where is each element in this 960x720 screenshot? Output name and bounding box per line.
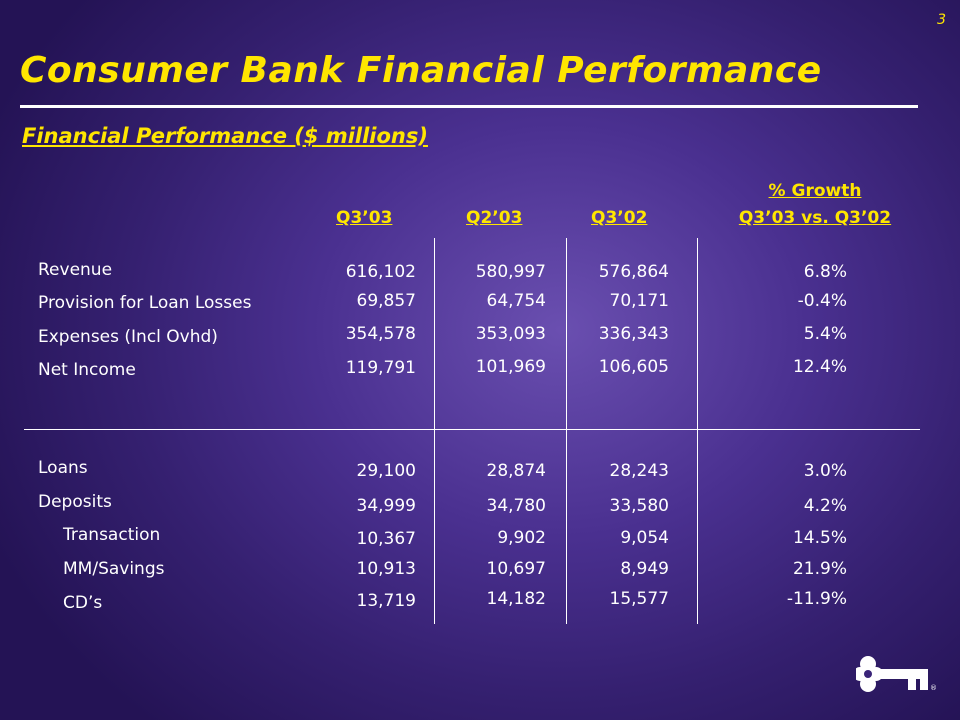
- column-divider: [434, 238, 435, 624]
- cell-growth: 4.2%: [803, 496, 847, 516]
- cell-q2-03: 580,997: [475, 262, 546, 282]
- table-row: CD’s 13,719 14,182 15,577 -11.9%: [0, 589, 960, 615]
- cell-q3-02: 33,580: [609, 496, 669, 516]
- cell-growth: 12.4%: [792, 357, 847, 377]
- column-header-q3-03: Q3’03: [336, 208, 393, 228]
- cell-q2-03: 34,780: [486, 496, 546, 516]
- column-header-q3-02: Q3’02: [591, 208, 648, 228]
- cell-q2-03: 9,902: [497, 528, 546, 548]
- cell-q3-03: 10,367: [356, 529, 416, 549]
- cell-growth: 21.9%: [792, 559, 847, 579]
- cell-q3-03: 616,102: [345, 262, 416, 282]
- cell-q3-02: 9,054: [620, 528, 669, 548]
- table-row: Net Income 119,791 101,969 106,605 12.4%: [0, 357, 960, 381]
- cell-growth: -11.9%: [786, 589, 847, 609]
- row-label: Revenue: [38, 260, 113, 280]
- table-row: MM/Savings 10,913 10,697 8,949 21.9%: [0, 559, 960, 583]
- cell-q3-02: 15,577: [609, 589, 669, 609]
- column-header-growth-line1: % Growth: [768, 181, 862, 201]
- section-divider: [24, 429, 920, 430]
- cell-q3-02: 106,605: [598, 357, 669, 377]
- row-label: Expenses (Incl Ovhd): [38, 327, 218, 347]
- row-label: Deposits: [38, 492, 112, 512]
- cell-q3-03: 34,999: [356, 496, 416, 516]
- cell-q3-02: 8,949: [620, 559, 669, 579]
- cell-q2-03: 28,874: [486, 461, 546, 481]
- column-header-growth-line2: Q3’03 vs. Q3’02: [738, 208, 892, 228]
- row-label: Net Income: [38, 360, 136, 380]
- cell-q2-03: 14,182: [486, 589, 546, 609]
- cell-growth: -0.4%: [797, 291, 847, 311]
- cell-q2-03: 353,093: [475, 324, 546, 344]
- cell-q2-03: 101,969: [475, 357, 546, 377]
- cell-q3-03: 354,578: [345, 324, 416, 344]
- cell-q3-03: 13,719: [356, 591, 416, 611]
- section-subtitle: Financial Performance ($ millions): [22, 124, 428, 148]
- table-row: Transaction 10,367 9,902 9,054 14.5%: [0, 525, 960, 549]
- cell-q2-03: 64,754: [486, 291, 546, 311]
- cell-q3-03: 10,913: [356, 559, 416, 579]
- cell-q3-02: 28,243: [609, 461, 669, 481]
- cell-q3-03: 29,100: [356, 461, 416, 481]
- cell-q3-02: 70,171: [609, 291, 669, 311]
- table-row: Revenue 616,102 580,997 576,864 6.8%: [0, 259, 960, 283]
- cell-growth: 3.0%: [803, 461, 847, 481]
- cell-q3-03: 69,857: [356, 291, 416, 311]
- row-label: Loans: [38, 458, 88, 478]
- cell-growth: 6.8%: [803, 262, 847, 282]
- table-row: Deposits 34,999 34,780 33,580 4.2%: [0, 492, 960, 516]
- slide-title: Consumer Bank Financial Performance: [20, 50, 822, 91]
- page-number: 3: [937, 12, 946, 28]
- table-row: Loans 29,100 28,874 28,243 3.0%: [0, 458, 960, 482]
- cell-q2-03: 10,697: [486, 559, 546, 579]
- cell-growth: 14.5%: [792, 528, 847, 548]
- cell-q3-02: 576,864: [598, 262, 669, 282]
- column-header-q2-03: Q2’03: [466, 208, 523, 228]
- row-label: CD’s: [63, 593, 103, 613]
- column-divider: [566, 238, 567, 624]
- cell-growth: 5.4%: [803, 324, 847, 344]
- title-divider: [20, 105, 918, 108]
- cell-q3-03: 119,791: [345, 358, 416, 378]
- cell-q3-02: 336,343: [598, 324, 669, 344]
- row-label: MM/Savings: [63, 559, 165, 579]
- svg-text:®: ®: [930, 684, 937, 692]
- column-divider: [697, 238, 698, 624]
- table-row: Provision for Loan Losses 69,857 64,754 …: [0, 291, 960, 315]
- key-logo-icon: ®: [856, 656, 937, 692]
- row-label: Transaction: [63, 525, 161, 545]
- table-row: Expenses (Incl Ovhd) 354,578 353,093 336…: [0, 324, 960, 348]
- row-label: Provision for Loan Losses: [38, 293, 252, 313]
